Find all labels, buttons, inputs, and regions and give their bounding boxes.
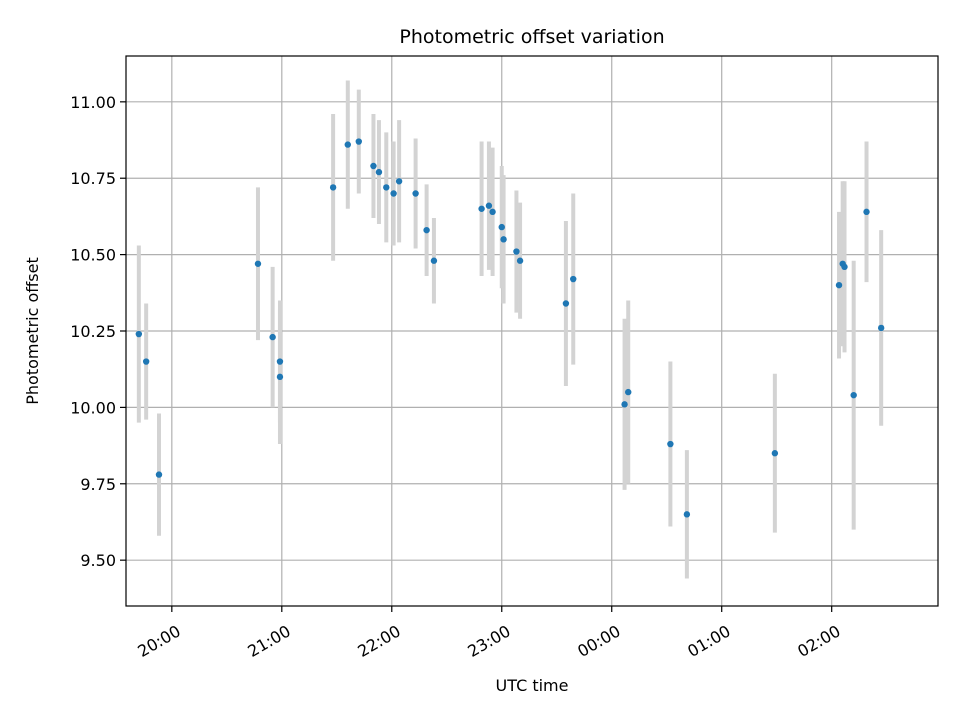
data-point <box>478 205 485 212</box>
data-point <box>155 471 163 478</box>
data-point <box>276 373 284 381</box>
x-axis-label: UTC time <box>496 676 569 695</box>
y-tick-label: 9.75 <box>80 475 116 494</box>
data-point <box>344 141 351 148</box>
data-point <box>877 324 885 332</box>
y-tick-label: 10.00 <box>70 398 116 417</box>
data-point <box>355 138 362 145</box>
data-point <box>771 450 779 457</box>
data-point <box>485 202 493 209</box>
y-axis-ticks: 9.50 9.75 10.00 10.25 10.50 10.75 11.00 <box>70 93 126 570</box>
data-point <box>412 190 419 197</box>
data-point <box>375 168 383 176</box>
data-point <box>562 300 570 307</box>
data-point <box>269 333 276 341</box>
data-point <box>667 440 674 448</box>
data-point <box>863 208 870 216</box>
data-point <box>835 281 843 289</box>
data-point <box>625 388 632 396</box>
data-point <box>254 260 262 267</box>
data-point <box>370 162 377 170</box>
data-point <box>513 248 520 255</box>
data-point <box>570 275 577 283</box>
y-axis-label: Photometric offset <box>23 257 42 405</box>
data-point <box>383 184 390 191</box>
chart-title: Photometric offset variation <box>399 26 664 48</box>
data-point <box>329 184 337 191</box>
data-point <box>850 391 857 399</box>
data-point <box>498 223 505 231</box>
data-point <box>430 257 438 264</box>
data-point <box>423 226 430 234</box>
data-point <box>395 178 403 185</box>
data-point <box>683 511 691 518</box>
data-point <box>135 330 143 338</box>
data-point <box>276 358 284 365</box>
data-point <box>142 358 150 365</box>
data-point <box>390 190 397 197</box>
data-point <box>489 208 496 216</box>
data-point <box>500 236 507 243</box>
data-point <box>841 263 848 271</box>
data-points <box>135 138 885 518</box>
y-tick-label: 11.00 <box>70 93 116 112</box>
y-tick-label: 10.25 <box>70 322 116 341</box>
y-tick-label: 10.50 <box>70 246 116 265</box>
y-tick-label: 10.75 <box>70 169 116 188</box>
y-tick-label: 9.50 <box>80 551 116 570</box>
data-point <box>516 257 524 264</box>
data-point <box>621 401 628 408</box>
